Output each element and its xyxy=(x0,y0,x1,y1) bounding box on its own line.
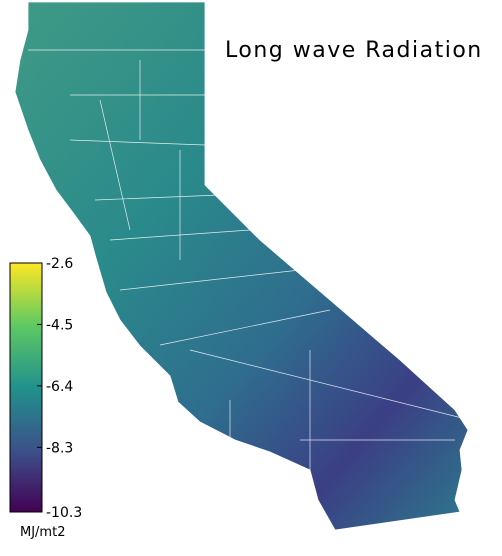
colorbar-tick-label: -2.6 xyxy=(46,256,73,272)
colorbar-label: MJ/mt2 xyxy=(20,525,65,540)
california xyxy=(14,1,469,531)
county-lines xyxy=(28,49,471,470)
colorbar-tick-label: -4.5 xyxy=(46,317,73,333)
colorbar-tick-label: -6.4 xyxy=(46,379,73,395)
map-title: Long wave Radiation xyxy=(225,38,483,63)
colorbar xyxy=(9,262,43,513)
colorbar-tick-label: -10.3 xyxy=(46,505,82,521)
colorbar-tick-label: -8.3 xyxy=(46,440,73,456)
